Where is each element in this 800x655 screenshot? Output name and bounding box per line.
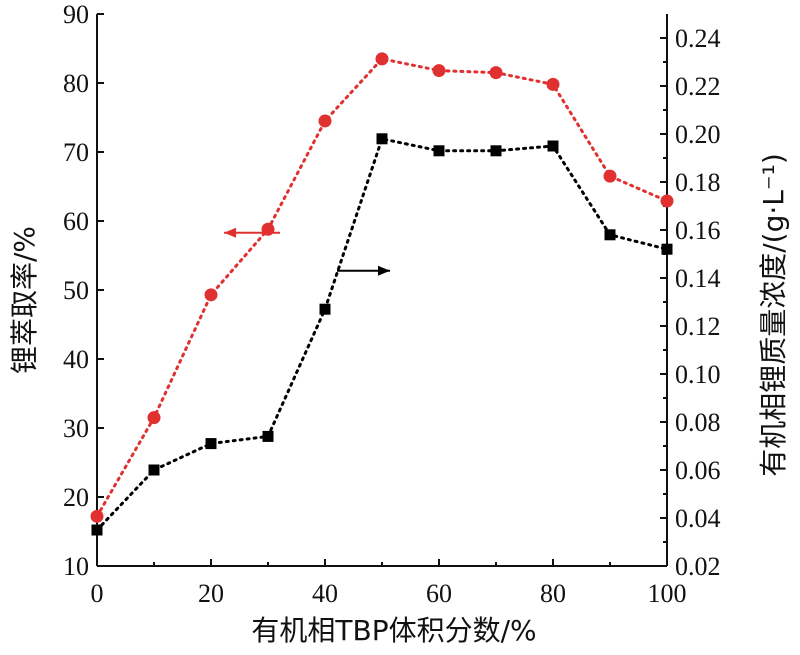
data-point-circle — [603, 169, 617, 183]
data-point-square — [91, 524, 103, 536]
series-line — [95, 137, 669, 532]
data-point-square — [661, 243, 673, 255]
x-tick-label: 40 — [312, 579, 338, 608]
data-point-square — [547, 140, 559, 152]
data-point-circle — [90, 509, 104, 523]
data-point-circle — [204, 288, 218, 302]
data-point-circle — [375, 52, 389, 66]
x-tick-label: 0 — [91, 579, 104, 608]
right-y-tick-label: 0.02 — [675, 552, 721, 581]
series-line — [95, 57, 669, 518]
left-y-tick-label: 30 — [63, 414, 89, 443]
data-point-circle — [147, 411, 161, 425]
data-point-circle — [261, 222, 275, 236]
left-y-tick-label: 10 — [63, 552, 89, 581]
left-y-tick-label: 20 — [63, 483, 89, 512]
data-point-square — [490, 145, 502, 157]
data-point-circle — [546, 77, 560, 91]
annotation-arrow-left — [224, 227, 280, 238]
right-y-tick-label: 0.10 — [675, 360, 721, 389]
axes: 0 20 40 60 80 100 10 20 30 40 50 60 70 80 90 0.02 0.04 0.… — [63, 0, 721, 608]
right-y-tick-label: 0.18 — [675, 168, 721, 197]
left-y-tick-label: 80 — [63, 69, 89, 98]
series-layer — [90, 52, 674, 536]
left-y-tick-label: 40 — [63, 345, 89, 374]
right-y-tick-label: 0.16 — [675, 216, 721, 245]
x-tick-label: 100 — [648, 579, 687, 608]
data-point-circle — [660, 194, 674, 208]
left-y-tick-label: 70 — [63, 138, 89, 167]
right-y-tick-label: 0.04 — [675, 504, 721, 533]
annotation-arrow-right — [337, 265, 390, 276]
x-tick-label: 80 — [540, 579, 566, 608]
data-point-square — [376, 133, 388, 145]
left-y-tick-label: 90 — [63, 0, 89, 29]
right-y-tick-label: 0.20 — [675, 120, 721, 149]
right-y-tick-label: 0.06 — [675, 456, 721, 485]
data-point-circle — [432, 64, 446, 78]
left-y-axis-title: 锂萃取率/% — [8, 226, 41, 374]
right-y-axis-title: 有机相锂质量浓度/(g·L⁻¹) — [757, 153, 790, 477]
data-point-circle — [489, 66, 503, 80]
data-point-square — [262, 430, 274, 442]
data-point-square — [205, 438, 217, 450]
right-y-tick-label: 0.22 — [675, 72, 721, 101]
data-point-circle — [318, 114, 332, 128]
annotation-layer — [224, 227, 390, 276]
x-tick-label: 20 — [198, 579, 224, 608]
right-y-tick-label: 0.08 — [675, 408, 721, 437]
series-1 — [90, 52, 674, 523]
series-2 — [91, 133, 673, 536]
left-y-tick-label: 60 — [63, 207, 89, 236]
left-y-tick-label: 50 — [63, 276, 89, 305]
right-y-tick-label: 0.24 — [675, 24, 721, 53]
right-y-tick-label: 0.12 — [675, 312, 721, 341]
data-point-square — [604, 229, 616, 241]
x-axis-title: 有机相TBP体积分数/% — [251, 614, 536, 647]
data-point-square — [319, 303, 331, 315]
right-y-tick-label: 0.14 — [675, 264, 721, 293]
data-point-square — [433, 145, 445, 157]
data-point-square — [148, 464, 160, 476]
x-tick-label: 60 — [426, 579, 452, 608]
